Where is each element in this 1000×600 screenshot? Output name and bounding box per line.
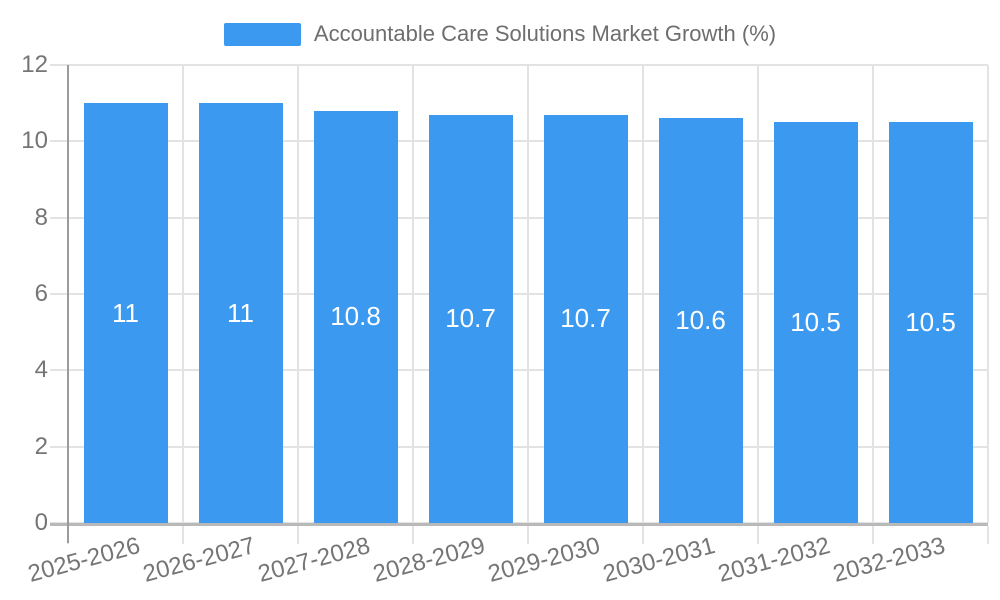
category-gridline <box>987 65 989 523</box>
x-axis-tick <box>642 526 644 544</box>
x-axis-tick <box>182 526 184 544</box>
category-gridline <box>182 65 184 523</box>
legend-swatch-icon <box>223 22 301 46</box>
y-axis-line <box>67 65 69 543</box>
bar-value-label: 11 <box>227 297 254 328</box>
bar: 10.5 <box>773 122 858 523</box>
category-gridline <box>757 65 759 523</box>
bar: 10.7 <box>543 114 628 523</box>
y-gridline <box>50 293 988 295</box>
bar-value-label: 10.6 <box>675 305 726 336</box>
category-gridline <box>872 65 874 523</box>
y-tick-label: 10 <box>21 127 48 155</box>
y-gridline <box>50 445 988 448</box>
y-tick-label: 6 <box>34 280 48 307</box>
category-gridline <box>412 65 414 523</box>
x-axis-tick <box>297 526 299 544</box>
bar: 11 <box>83 103 168 523</box>
bar: 10.8 <box>313 110 398 523</box>
bar-value-label: 10.5 <box>790 307 841 338</box>
x-axis-tick <box>412 526 414 544</box>
bar-value-label: 10.5 <box>905 307 956 338</box>
bar-value-label: 10.7 <box>445 303 496 334</box>
y-tick-label: 12 <box>21 51 48 78</box>
bar: 10.5 <box>888 122 973 523</box>
y-gridline <box>50 216 988 219</box>
bar-value-label: 10.7 <box>560 303 611 334</box>
y-tick-label: 2 <box>34 432 48 460</box>
y-gridline <box>50 64 988 66</box>
category-gridline <box>527 65 529 523</box>
legend-item[interactable]: Accountable Care Solutions Market Growth… <box>0 21 1000 46</box>
x-axis-tick <box>987 526 989 544</box>
x-axis-line <box>50 523 988 526</box>
category-gridline <box>297 65 299 523</box>
y-gridline <box>50 369 988 372</box>
bar-value-label: 11 <box>112 297 139 328</box>
x-axis-tick <box>872 526 874 544</box>
bar: 11 <box>198 103 283 523</box>
bar: 10.7 <box>428 114 513 523</box>
y-tick-label: 0 <box>34 509 48 536</box>
y-gridline <box>50 140 988 143</box>
legend-label: Accountable Care Solutions Market Growth… <box>313 21 777 46</box>
bar-value-label: 10.8 <box>330 301 381 332</box>
x-axis-tick <box>757 526 759 544</box>
category-gridline <box>642 65 644 523</box>
x-axis-tick <box>527 526 529 544</box>
y-tick-label: 4 <box>34 356 48 384</box>
y-tick-label: 8 <box>34 203 48 231</box>
bar: 10.6 <box>658 118 743 523</box>
